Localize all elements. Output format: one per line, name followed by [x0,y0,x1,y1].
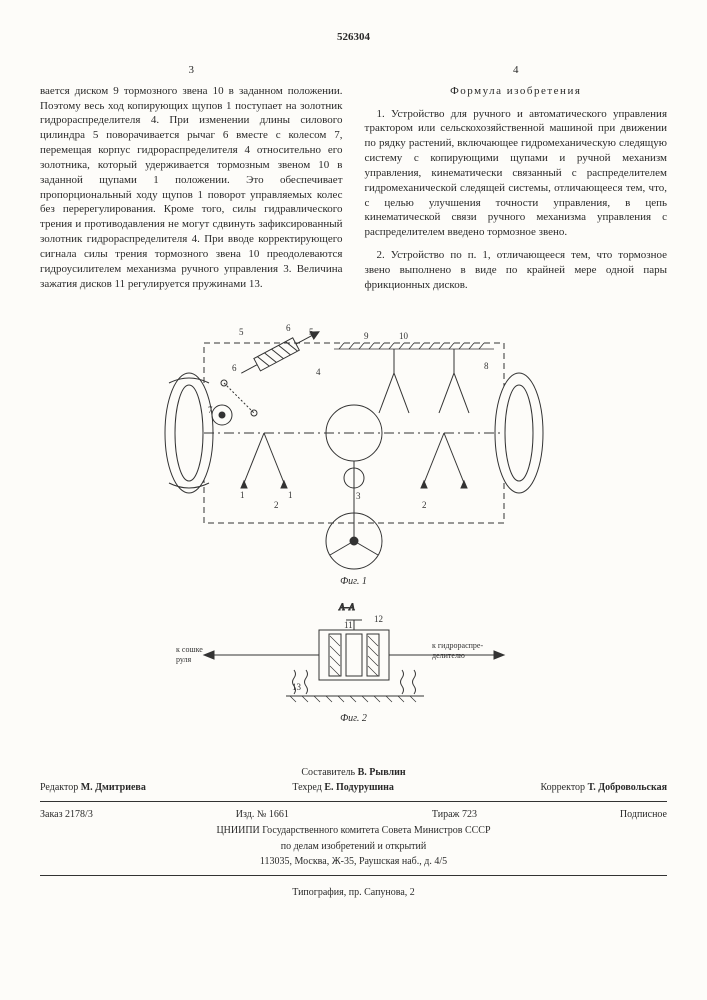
left-body-text: вается диском 9 тормозного звена 10 в за… [40,84,343,292]
svg-text:4: 4 [316,367,321,377]
svg-text:12: 12 [374,614,383,624]
svg-text:10: 10 [399,331,409,341]
page-number-right: 4 [365,63,668,78]
svg-text:11: 11 [344,620,353,630]
svg-text:2: 2 [422,500,427,510]
patent-number: 526304 [40,30,667,45]
svg-text:9: 9 [364,331,369,341]
techred-name: Е. Подурушина [324,782,394,793]
svg-text:6: 6 [232,363,237,373]
organization-2: по делам изобретений и открытий [40,840,667,854]
claim-1: 1. Устройство для ручного и автоматическ… [365,107,668,241]
svg-text:13: 13 [292,682,302,692]
formula-heading: Формула изобретения [365,84,668,99]
fig2-right-label: к гидрораспре- [432,641,483,650]
editor-label: Редактор [40,782,78,793]
figure-1-caption: Фиг. 1 [40,575,667,589]
figure-2-caption: Фиг. 2 [40,712,667,726]
svg-text:6: 6 [286,323,291,333]
svg-text:1: 1 [288,490,293,500]
svg-text:5: 5 [309,327,314,337]
svg-text:7: 7 [208,405,213,415]
svg-text:3: 3 [356,491,361,501]
figure-1: 5 6 5 7 6 10 9 8 2 2 1 1 3 4 Фиг. 1 [40,313,667,589]
page-number-left: 3 [40,63,343,78]
address: 113035, Москва, Ж-35, Раушская наб., д. … [40,855,667,869]
svg-text:делителю: делителю [432,651,465,660]
svg-text:А–А: А–А [338,602,355,612]
composer-label: Составитель [301,767,355,778]
left-column: 3 вается диском 9 тормозного звена 10 в … [40,63,343,301]
svg-text:руля: руля [176,655,192,664]
svg-text:2: 2 [274,500,279,510]
credits-block: Составитель В. Рывлин Редактор М. Дмитри… [40,766,667,900]
fig2-left-label: к сошке [176,645,203,654]
svg-text:8: 8 [484,361,489,371]
typography: Типография, пр. Сапунова, 2 [40,886,667,900]
organization: ЦНИИПИ Государственного комитета Совета … [40,824,667,838]
order-number: Заказ 2178/3 [40,808,93,822]
claim-2: 2. Устройство по п. 1, отличающееся тем,… [365,248,668,293]
izd-number: Изд. № 1661 [236,808,289,822]
tirazh: Тираж 723 [432,808,477,822]
text-columns: 3 вается диском 9 тормозного звена 10 в … [40,63,667,301]
svg-text:1: 1 [240,490,245,500]
editor-name: М. Дмитриева [81,782,146,793]
composer-name: В. Рывлин [358,767,406,778]
techred-label: Техред [292,782,321,793]
svg-text:5: 5 [239,327,244,337]
corrector-label: Корректор [540,782,585,793]
right-column: 4 Формула изобретения 1. Устройство для … [365,63,668,301]
figure-2: А–А [40,600,667,726]
podpisnoe: Подписное [620,808,667,822]
corrector-name: Т. Добровольская [588,782,667,793]
